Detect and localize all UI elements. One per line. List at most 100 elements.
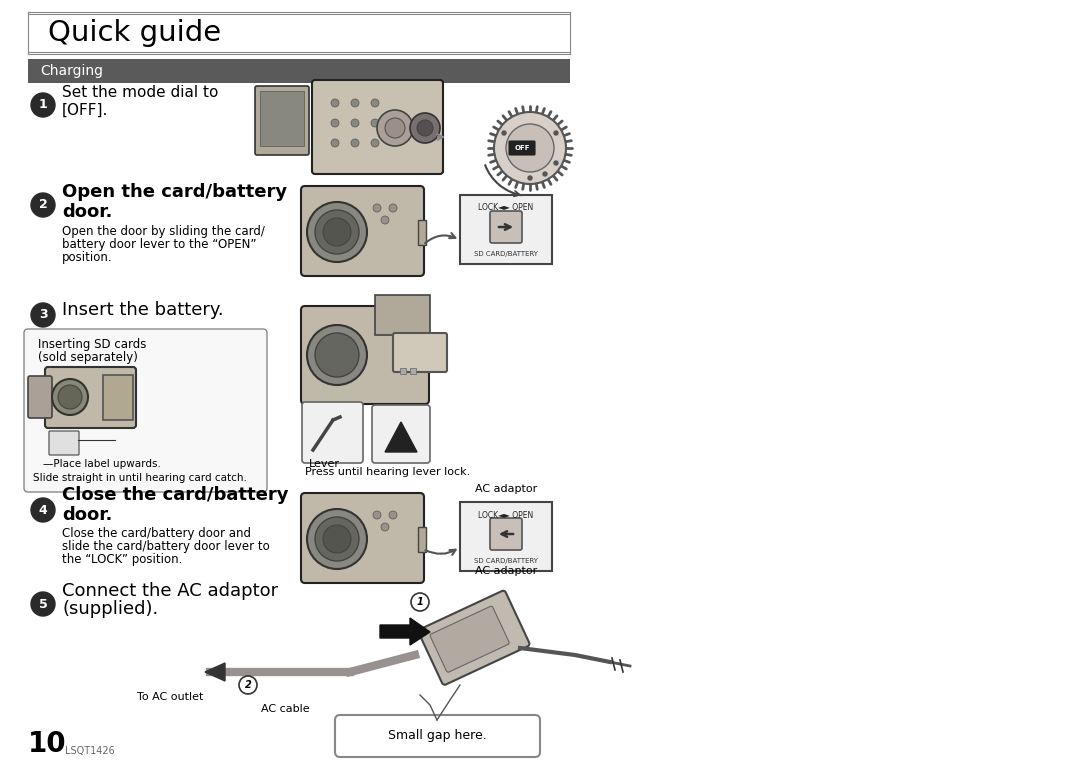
Circle shape bbox=[58, 385, 82, 409]
Text: To AC outlet: To AC outlet bbox=[137, 692, 203, 702]
Text: LSQT1426: LSQT1426 bbox=[65, 746, 114, 756]
Circle shape bbox=[351, 99, 359, 107]
Circle shape bbox=[417, 120, 433, 136]
Text: door.: door. bbox=[62, 203, 112, 221]
Circle shape bbox=[372, 139, 379, 147]
Circle shape bbox=[389, 511, 397, 519]
FancyBboxPatch shape bbox=[418, 527, 426, 552]
FancyBboxPatch shape bbox=[410, 368, 416, 374]
Text: 10: 10 bbox=[28, 730, 67, 758]
Text: Open the card/battery: Open the card/battery bbox=[62, 183, 287, 201]
Text: Connect the AC adaptor: Connect the AC adaptor bbox=[62, 582, 279, 600]
FancyBboxPatch shape bbox=[28, 59, 570, 83]
Text: slide the card/battery door lever to: slide the card/battery door lever to bbox=[62, 540, 270, 553]
Circle shape bbox=[315, 517, 359, 561]
Text: Inserting SD cards: Inserting SD cards bbox=[38, 338, 147, 351]
Circle shape bbox=[307, 325, 367, 385]
Text: Slide straight in until hearing card catch.: Slide straight in until hearing card cat… bbox=[33, 473, 247, 483]
Circle shape bbox=[307, 202, 367, 262]
Text: 5: 5 bbox=[39, 597, 48, 611]
Polygon shape bbox=[384, 422, 417, 452]
Text: Quick guide: Quick guide bbox=[48, 19, 221, 47]
FancyBboxPatch shape bbox=[260, 91, 303, 146]
Circle shape bbox=[554, 161, 558, 165]
Text: SD CARD/BATTERY: SD CARD/BATTERY bbox=[474, 558, 538, 564]
Text: battery door lever to the “OPEN”: battery door lever to the “OPEN” bbox=[62, 238, 257, 251]
FancyBboxPatch shape bbox=[375, 295, 430, 335]
Circle shape bbox=[507, 124, 554, 172]
Circle shape bbox=[330, 139, 339, 147]
Circle shape bbox=[373, 204, 381, 212]
Text: the “LOCK” position.: the “LOCK” position. bbox=[62, 553, 183, 566]
Text: Set the mode dial to: Set the mode dial to bbox=[62, 85, 218, 100]
Text: 4: 4 bbox=[39, 503, 48, 516]
Circle shape bbox=[389, 204, 397, 212]
Text: Open the door by sliding the card/: Open the door by sliding the card/ bbox=[62, 225, 265, 238]
Text: (supplied).: (supplied). bbox=[62, 600, 159, 618]
Circle shape bbox=[494, 112, 566, 184]
Circle shape bbox=[31, 303, 55, 327]
Circle shape bbox=[315, 210, 359, 254]
FancyBboxPatch shape bbox=[418, 220, 426, 245]
FancyBboxPatch shape bbox=[28, 376, 52, 418]
Circle shape bbox=[351, 139, 359, 147]
Text: SD CARD/BATTERY: SD CARD/BATTERY bbox=[474, 251, 538, 257]
Circle shape bbox=[239, 676, 257, 694]
FancyBboxPatch shape bbox=[460, 195, 552, 264]
Circle shape bbox=[502, 131, 507, 135]
Circle shape bbox=[31, 93, 55, 117]
Circle shape bbox=[315, 333, 359, 377]
Text: 1: 1 bbox=[417, 597, 423, 607]
Text: 3: 3 bbox=[39, 308, 48, 321]
FancyBboxPatch shape bbox=[490, 211, 522, 243]
FancyBboxPatch shape bbox=[509, 141, 535, 155]
Circle shape bbox=[373, 511, 381, 519]
FancyBboxPatch shape bbox=[490, 518, 522, 550]
Circle shape bbox=[31, 498, 55, 522]
FancyBboxPatch shape bbox=[393, 333, 447, 372]
Circle shape bbox=[528, 176, 532, 180]
FancyBboxPatch shape bbox=[335, 715, 540, 757]
Text: [OFF].: [OFF]. bbox=[62, 103, 108, 118]
Text: Lever: Lever bbox=[309, 459, 340, 469]
Text: AC adaptor: AC adaptor bbox=[475, 566, 537, 576]
FancyBboxPatch shape bbox=[312, 80, 443, 174]
Circle shape bbox=[31, 193, 55, 217]
Text: Charging: Charging bbox=[40, 64, 103, 78]
FancyBboxPatch shape bbox=[301, 306, 429, 404]
FancyBboxPatch shape bbox=[460, 502, 552, 571]
Circle shape bbox=[381, 216, 389, 224]
Text: 2: 2 bbox=[39, 199, 48, 212]
Circle shape bbox=[410, 113, 440, 143]
FancyBboxPatch shape bbox=[24, 329, 267, 492]
Text: Press until hearing lever lock.: Press until hearing lever lock. bbox=[305, 467, 470, 477]
Circle shape bbox=[330, 99, 339, 107]
Circle shape bbox=[381, 523, 389, 531]
Circle shape bbox=[323, 218, 351, 246]
Circle shape bbox=[31, 592, 55, 616]
Text: Close the card/battery door and: Close the card/battery door and bbox=[62, 527, 251, 540]
Text: AC cable: AC cable bbox=[260, 704, 309, 714]
FancyBboxPatch shape bbox=[302, 402, 363, 463]
Text: 1: 1 bbox=[39, 98, 48, 111]
Polygon shape bbox=[205, 663, 225, 681]
Text: (sold separately): (sold separately) bbox=[38, 351, 138, 364]
FancyBboxPatch shape bbox=[49, 431, 79, 455]
Circle shape bbox=[323, 525, 351, 553]
Circle shape bbox=[377, 110, 413, 146]
Circle shape bbox=[351, 119, 359, 127]
Circle shape bbox=[384, 118, 405, 138]
Circle shape bbox=[330, 119, 339, 127]
Text: LOCK◄► OPEN: LOCK◄► OPEN bbox=[478, 203, 534, 212]
Text: OFF: OFF bbox=[514, 145, 530, 151]
Text: AC adaptor: AC adaptor bbox=[475, 484, 537, 494]
FancyBboxPatch shape bbox=[301, 186, 424, 276]
FancyBboxPatch shape bbox=[430, 606, 509, 672]
Circle shape bbox=[554, 131, 558, 135]
FancyBboxPatch shape bbox=[45, 367, 136, 428]
Text: Close the card/battery: Close the card/battery bbox=[62, 486, 288, 504]
Text: LOCK◄► OPEN: LOCK◄► OPEN bbox=[478, 511, 534, 519]
FancyBboxPatch shape bbox=[301, 493, 424, 583]
FancyBboxPatch shape bbox=[418, 591, 529, 685]
Text: Small gap here.: Small gap here. bbox=[388, 729, 486, 742]
